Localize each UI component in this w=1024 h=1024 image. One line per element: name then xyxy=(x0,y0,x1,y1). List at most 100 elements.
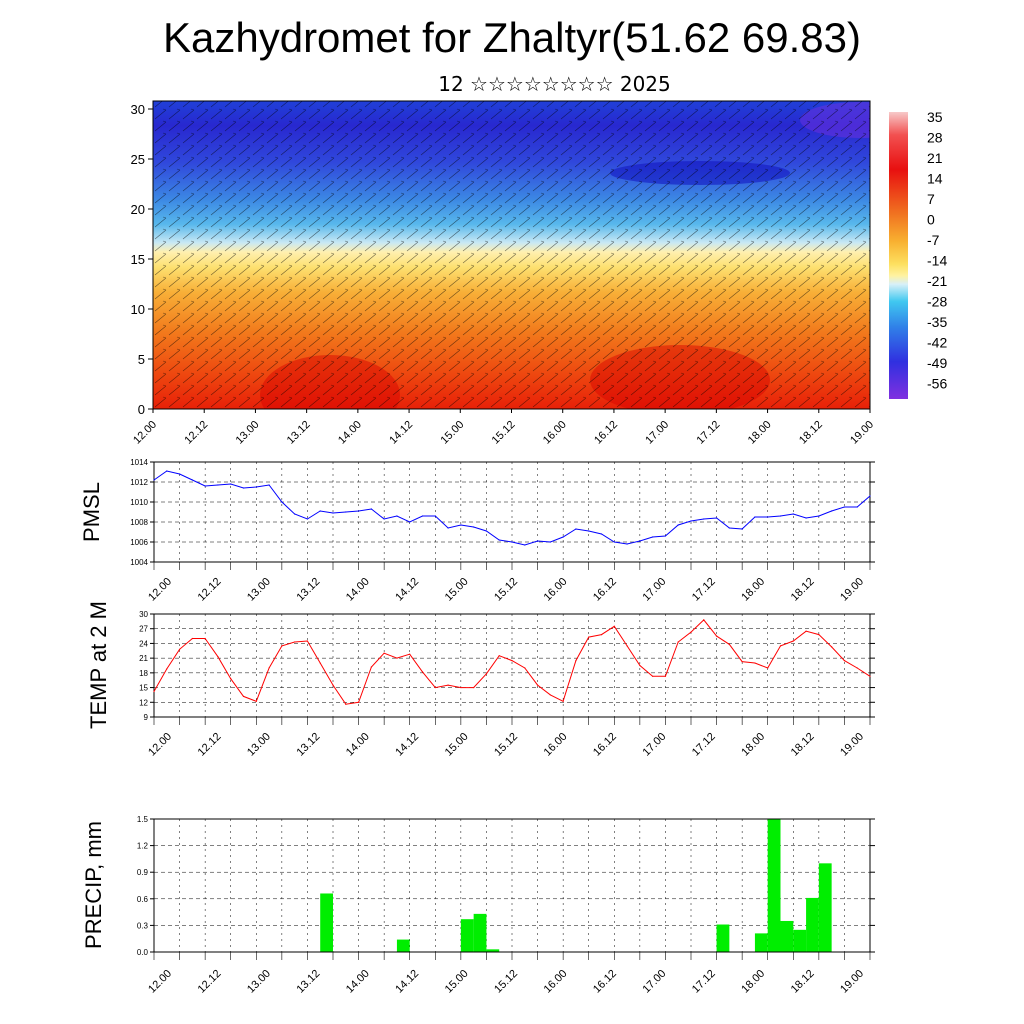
data-point xyxy=(153,690,155,693)
precip-bar xyxy=(754,933,768,952)
y-tick-label: 9 xyxy=(144,713,149,722)
data-point xyxy=(409,653,411,655)
data-point xyxy=(588,530,590,532)
x-tick-label: 14.00 xyxy=(336,419,364,447)
y-tick-label: 1012 xyxy=(130,478,148,487)
x-tick-label: 13.00 xyxy=(245,576,273,604)
data-point xyxy=(166,470,168,472)
x-tick-label: 19.00 xyxy=(838,731,866,759)
data-point xyxy=(869,675,871,677)
x-tick-label: 15.00 xyxy=(443,731,471,759)
x-tick-label: 15.12 xyxy=(492,968,520,996)
x-tick-label: 12.00 xyxy=(146,731,174,759)
data-point xyxy=(242,695,245,698)
x-tick-label: 16.12 xyxy=(591,576,619,604)
x-tick-label: 18.00 xyxy=(746,419,774,447)
data-point xyxy=(204,485,206,487)
y-tick-label: 20 xyxy=(131,202,145,217)
data-point xyxy=(319,510,321,512)
data-point xyxy=(767,667,769,669)
y-tick-label: 0.3 xyxy=(137,921,149,930)
x-tick-label: 17.12 xyxy=(690,576,718,604)
temperature-cross-section: 0 5 10 15 20 25 30 12.00 12.12 13.00 13.12 14.00 14.… xyxy=(131,100,876,447)
data-point xyxy=(779,645,782,647)
y-tick-label: 5 xyxy=(138,352,145,367)
y-tick-label: 0.0 xyxy=(137,948,149,957)
x-tick-label: 14.12 xyxy=(393,968,421,996)
data-point xyxy=(357,701,360,703)
data-point xyxy=(178,648,181,650)
x-tick-label: 15.00 xyxy=(443,968,471,996)
x-tick-label: 12.12 xyxy=(196,968,224,996)
data-point xyxy=(498,539,500,541)
data-point xyxy=(728,527,730,529)
data-point xyxy=(818,634,820,636)
y-tick-label: 1010 xyxy=(130,498,148,507)
data-point xyxy=(626,645,628,647)
x-tick-label: 16.00 xyxy=(542,576,570,604)
data-point xyxy=(396,657,398,659)
x-tick-label: 18.12 xyxy=(789,576,817,604)
data-point xyxy=(421,515,424,517)
precip-bar xyxy=(320,893,333,952)
data-point xyxy=(600,533,603,535)
data-point xyxy=(383,518,385,520)
data-point xyxy=(575,659,577,662)
data-point xyxy=(792,640,794,642)
data-point xyxy=(332,512,334,514)
x-tick-label: 12.12 xyxy=(196,576,224,604)
precip-bar xyxy=(806,897,819,952)
data-point xyxy=(779,515,782,517)
data-point xyxy=(805,517,807,519)
data-point xyxy=(690,520,692,522)
data-point xyxy=(191,479,193,481)
data-point xyxy=(664,675,667,677)
data-point xyxy=(626,543,628,545)
data-point xyxy=(677,641,679,643)
data-point xyxy=(255,486,257,488)
x-tick-label: 13.00 xyxy=(234,419,262,447)
x-tick-label: 16.12 xyxy=(592,419,620,447)
y-tick-label: 18 xyxy=(139,669,148,678)
y-tick-label: 12 xyxy=(139,698,148,707)
y-tick-label: 1004 xyxy=(130,558,148,567)
data-point xyxy=(319,662,321,664)
x-tick-label: 12.12 xyxy=(196,731,224,759)
data-point xyxy=(792,513,794,515)
colorbar-label: -28 xyxy=(927,294,947,310)
data-point xyxy=(715,635,718,637)
x-tick-label: 14.00 xyxy=(344,576,372,604)
data-point xyxy=(677,524,679,526)
y-tick-label: 24 xyxy=(139,639,148,648)
data-point xyxy=(230,678,232,680)
data-point xyxy=(703,619,705,621)
y-axis-label: TEMP at 2 M xyxy=(86,601,111,729)
data-point xyxy=(703,518,705,520)
x-tick-label: 15.00 xyxy=(443,576,471,604)
data-point xyxy=(370,666,372,668)
data-point xyxy=(639,540,641,542)
precip-bar xyxy=(767,819,781,952)
heatmap-body xyxy=(153,101,870,409)
data-point xyxy=(178,473,181,475)
x-tick-label: 13.12 xyxy=(294,731,322,759)
colorbar-label: -14 xyxy=(927,253,947,269)
data-point xyxy=(805,630,807,632)
data-point xyxy=(447,684,449,686)
page-title: Kazhydromet for Zhaltyr(51.62 69.83) xyxy=(162,14,861,61)
y-tick-label: 30 xyxy=(139,610,148,619)
precip-bar xyxy=(793,929,807,952)
x-tick-label: 15.12 xyxy=(492,576,520,604)
x-tick-label: 17.00 xyxy=(640,968,668,996)
colorbar-label: -49 xyxy=(927,355,947,371)
data-point xyxy=(511,541,513,543)
data-point xyxy=(460,686,462,689)
date-subtitle: 12 ☆☆☆☆☆☆☆☆ 2025 xyxy=(438,72,671,96)
y-tick-label: 21 xyxy=(139,654,148,663)
data-point xyxy=(357,510,360,512)
colorbar-label: 14 xyxy=(927,171,943,187)
data-point xyxy=(370,508,372,510)
precip-bar xyxy=(818,863,832,952)
data-point xyxy=(511,659,513,662)
data-point xyxy=(255,700,257,702)
